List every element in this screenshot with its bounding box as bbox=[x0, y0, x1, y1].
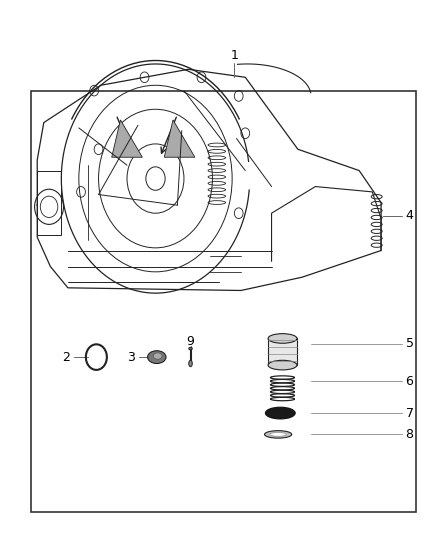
Text: 6: 6 bbox=[406, 375, 413, 387]
Text: 4: 4 bbox=[406, 209, 413, 222]
Ellipse shape bbox=[189, 360, 192, 367]
Bar bbox=[37, 171, 61, 235]
Text: 2: 2 bbox=[62, 351, 70, 364]
Text: 9: 9 bbox=[187, 335, 194, 348]
Ellipse shape bbox=[268, 334, 297, 343]
Ellipse shape bbox=[153, 353, 162, 359]
Ellipse shape bbox=[270, 433, 286, 436]
Bar bbox=[31, 91, 416, 512]
Bar bbox=[268, 338, 297, 365]
Text: 3: 3 bbox=[127, 351, 135, 364]
Text: 1: 1 bbox=[230, 50, 238, 62]
Ellipse shape bbox=[148, 351, 166, 364]
Ellipse shape bbox=[268, 360, 297, 370]
Text: 7: 7 bbox=[406, 407, 413, 419]
Polygon shape bbox=[112, 120, 142, 157]
Ellipse shape bbox=[265, 407, 295, 419]
Text: 5: 5 bbox=[406, 337, 413, 350]
Ellipse shape bbox=[189, 348, 192, 350]
Text: 8: 8 bbox=[406, 428, 413, 441]
Ellipse shape bbox=[265, 431, 292, 438]
Polygon shape bbox=[164, 120, 195, 157]
